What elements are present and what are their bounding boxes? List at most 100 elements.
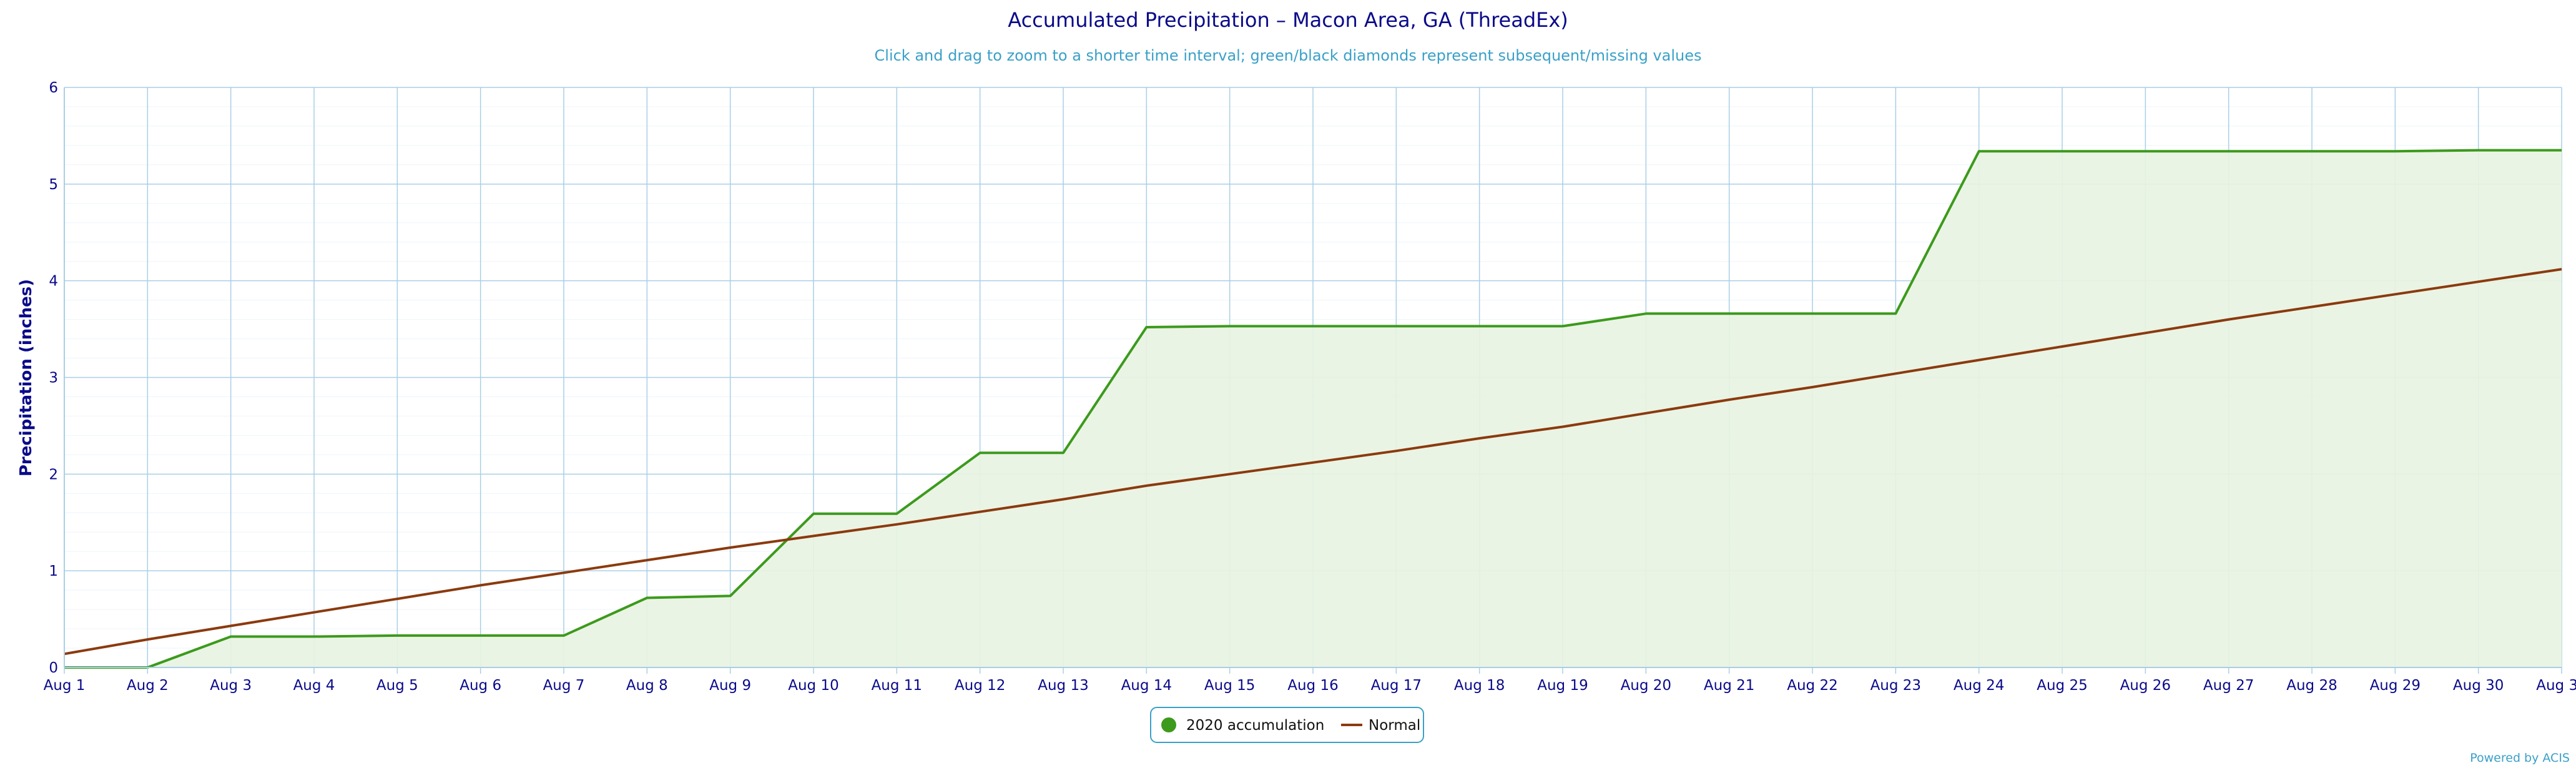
y-axis-label: Precipitation (inches) [17, 279, 36, 476]
data-point-accumulation [396, 634, 398, 637]
data-point-accumulation [812, 513, 815, 515]
data-point-accumulation [2477, 149, 2480, 152]
legend-marker-accumulation [1161, 717, 1176, 732]
data-point-normal [812, 534, 815, 537]
data-point-normal [563, 571, 565, 574]
data-point-accumulation [1811, 312, 1814, 315]
y-tick-label: 3 [49, 370, 58, 386]
x-tick-label: Aug 29 [2370, 677, 2421, 694]
data-point-normal [1561, 425, 1564, 428]
data-point-normal [2311, 305, 2313, 308]
data-point-accumulation [1894, 312, 1897, 315]
credits-link[interactable]: Powered by ACIS [2470, 751, 2570, 765]
x-tick-label: Aug 23 [1871, 677, 1922, 694]
x-tick-label: Aug 30 [2453, 677, 2504, 694]
x-tick-label: Aug 16 [1287, 677, 1339, 694]
data-point-normal [646, 559, 648, 561]
data-point-accumulation [1229, 325, 1231, 327]
x-tick-label: Aug 21 [1704, 677, 1755, 694]
x-tick-label: Aug 5 [376, 677, 418, 694]
axes: 0 1 2 3 4 5 6 Aug 1 Aug 2 Aug 3 Aug 4 Aug 5 Aug 6 Aug… [44, 80, 2576, 694]
data-point-normal [479, 584, 482, 586]
series-lines [64, 149, 2563, 669]
data-point-accumulation [2144, 150, 2146, 152]
data-point-accumulation [1062, 451, 1064, 454]
data-point-accumulation [1145, 326, 1148, 328]
data-point-normal [979, 511, 981, 513]
legend-label-accumulation[interactable]: 2020 accumulation [1186, 717, 1324, 734]
x-tick-label: Aug 3 [210, 677, 252, 694]
data-point-accumulation [646, 597, 648, 599]
x-tick-label: Aug 13 [1038, 677, 1089, 694]
x-tick-label: Aug 28 [2286, 677, 2338, 694]
data-point-normal [895, 523, 898, 526]
x-tick-label: Aug 2 [127, 677, 169, 694]
series-area [64, 150, 2562, 668]
x-tick-label: Aug 15 [1204, 677, 1256, 694]
data-point-normal [1728, 398, 1731, 401]
x-tick-label: Aug 31 [2536, 677, 2576, 694]
data-point-accumulation [313, 635, 315, 638]
data-point-accumulation [2061, 150, 2063, 152]
y-tick-label: 1 [49, 563, 58, 579]
data-point-accumulation [2560, 149, 2563, 152]
x-tick-label: Aug 17 [1371, 677, 1422, 694]
legend-label-normal[interactable]: Normal [1369, 717, 1420, 734]
x-tick-label: Aug 26 [2120, 677, 2171, 694]
x-tick-label: Aug 19 [1537, 677, 1588, 694]
data-point-accumulation [979, 451, 981, 454]
data-point-normal [1644, 412, 1647, 415]
data-point-accumulation [230, 635, 232, 638]
chart-title: Accumulated Precipitation – Macon Area, … [1008, 8, 1568, 32]
data-point-accumulation [1978, 150, 1980, 152]
data-point-normal [1312, 461, 1314, 464]
data-point-normal [313, 611, 315, 614]
data-point-normal [396, 598, 398, 600]
data-point-normal [2560, 268, 2563, 270]
data-point-accumulation [1561, 325, 1564, 327]
data-point-normal [1145, 485, 1148, 487]
y-tick-label: 6 [49, 80, 58, 96]
data-point-normal [1894, 372, 1897, 375]
y-tick-label: 5 [49, 177, 58, 193]
data-point-accumulation [1728, 312, 1731, 315]
data-point-accumulation [2311, 150, 2313, 152]
x-tick-label: Aug 4 [293, 677, 335, 694]
data-point-normal [1978, 359, 1980, 362]
x-tick-label: Aug 6 [460, 677, 501, 694]
data-point-normal [729, 546, 732, 549]
x-tick-label: Aug 11 [872, 677, 923, 694]
data-point-normal [2144, 332, 2146, 334]
data-point-normal [1395, 450, 1397, 452]
data-point-accumulation [1478, 325, 1481, 327]
x-tick-label: Aug 25 [2037, 677, 2088, 694]
x-tick-label: Aug 27 [2203, 677, 2254, 694]
data-point-accumulation [895, 513, 898, 515]
data-point-accumulation [1395, 325, 1397, 327]
data-point-normal [1811, 386, 1814, 388]
data-point-accumulation [563, 634, 565, 637]
data-point-accumulation [1312, 325, 1314, 327]
x-tick-label: Aug 8 [626, 677, 668, 694]
x-tick-label: Aug 20 [1621, 677, 1672, 694]
x-tick-label: Aug 14 [1121, 677, 1172, 694]
series-line-accumulation [64, 149, 2562, 669]
x-tick-label: Aug 18 [1454, 677, 1505, 694]
data-point-accumulation [729, 594, 732, 597]
data-point-normal [230, 624, 232, 627]
x-tick-label: Aug 24 [1954, 677, 2005, 694]
data-point-normal [1229, 473, 1231, 475]
data-point-accumulation [1644, 312, 1647, 315]
x-tick-label: Aug 22 [1787, 677, 1838, 694]
data-point-normal [1478, 437, 1481, 440]
data-point-accumulation [2394, 150, 2396, 152]
y-tick-label: 2 [49, 466, 58, 483]
legend[interactable]: 2020 accumulation Normal [1150, 707, 1424, 743]
x-tick-label: Aug 12 [955, 677, 1006, 694]
x-tick-label: Aug 7 [543, 677, 585, 694]
data-point-normal [1062, 498, 1064, 501]
y-tick-label: 4 [49, 273, 58, 290]
x-tick-label: Aug 1 [44, 677, 86, 694]
y-tick-label: 0 [49, 660, 58, 676]
